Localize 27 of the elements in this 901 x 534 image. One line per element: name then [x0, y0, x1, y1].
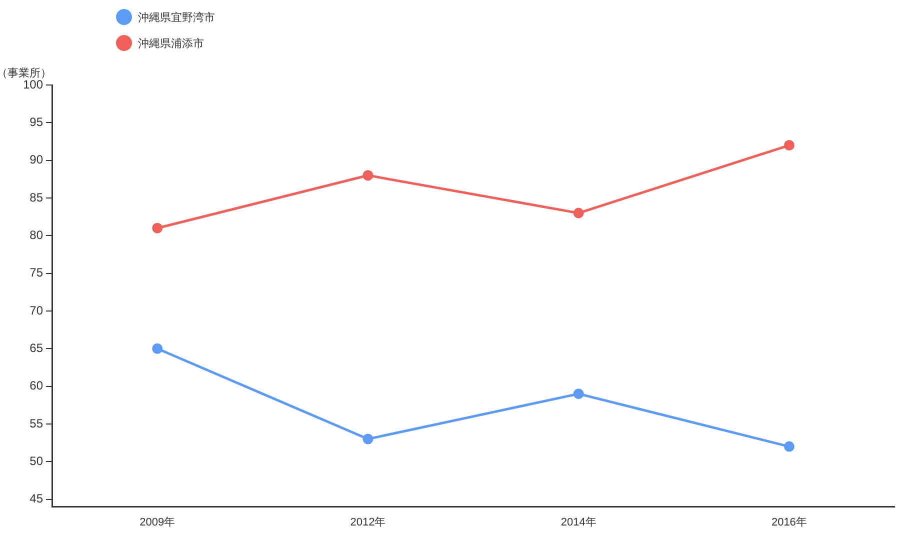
y-tick-label: 45 — [30, 492, 44, 506]
point — [362, 170, 374, 181]
x-tick-label: 2016年 — [771, 516, 807, 528]
point — [784, 140, 794, 151]
point — [362, 434, 374, 444]
y-tick-label: 65 — [30, 340, 44, 355]
x-tick-label: 2014年 — [560, 516, 596, 528]
y-tick-label: 90 — [30, 152, 44, 167]
y-tick-label: 60 — [30, 378, 44, 393]
point — [152, 222, 163, 234]
y-tick-label: 55 — [30, 416, 44, 430]
y-tick-label: 95 — [30, 114, 44, 129]
y-tick-label: 75 — [30, 266, 44, 280]
y-tick-label: 100 — [22, 77, 44, 92]
x-tick-label: 2009年 — [140, 516, 176, 528]
x-tick-label: 2012年 — [350, 516, 386, 528]
point — [573, 208, 584, 218]
y-tick-label: 85 — [30, 190, 44, 204]
legend-label: 沖縄県宜野湾市 — [138, 10, 215, 24]
legend-label: 沖縄県浦添市 — [138, 36, 204, 50]
y-axis-title: （事業所） — [0, 66, 52, 80]
point — [573, 388, 584, 400]
point — [784, 441, 794, 452]
y-tick-label: 80 — [30, 228, 44, 242]
y-tick-label: 70 — [30, 303, 44, 318]
point — [152, 343, 163, 354]
y-tick-label: 50 — [30, 454, 44, 468]
